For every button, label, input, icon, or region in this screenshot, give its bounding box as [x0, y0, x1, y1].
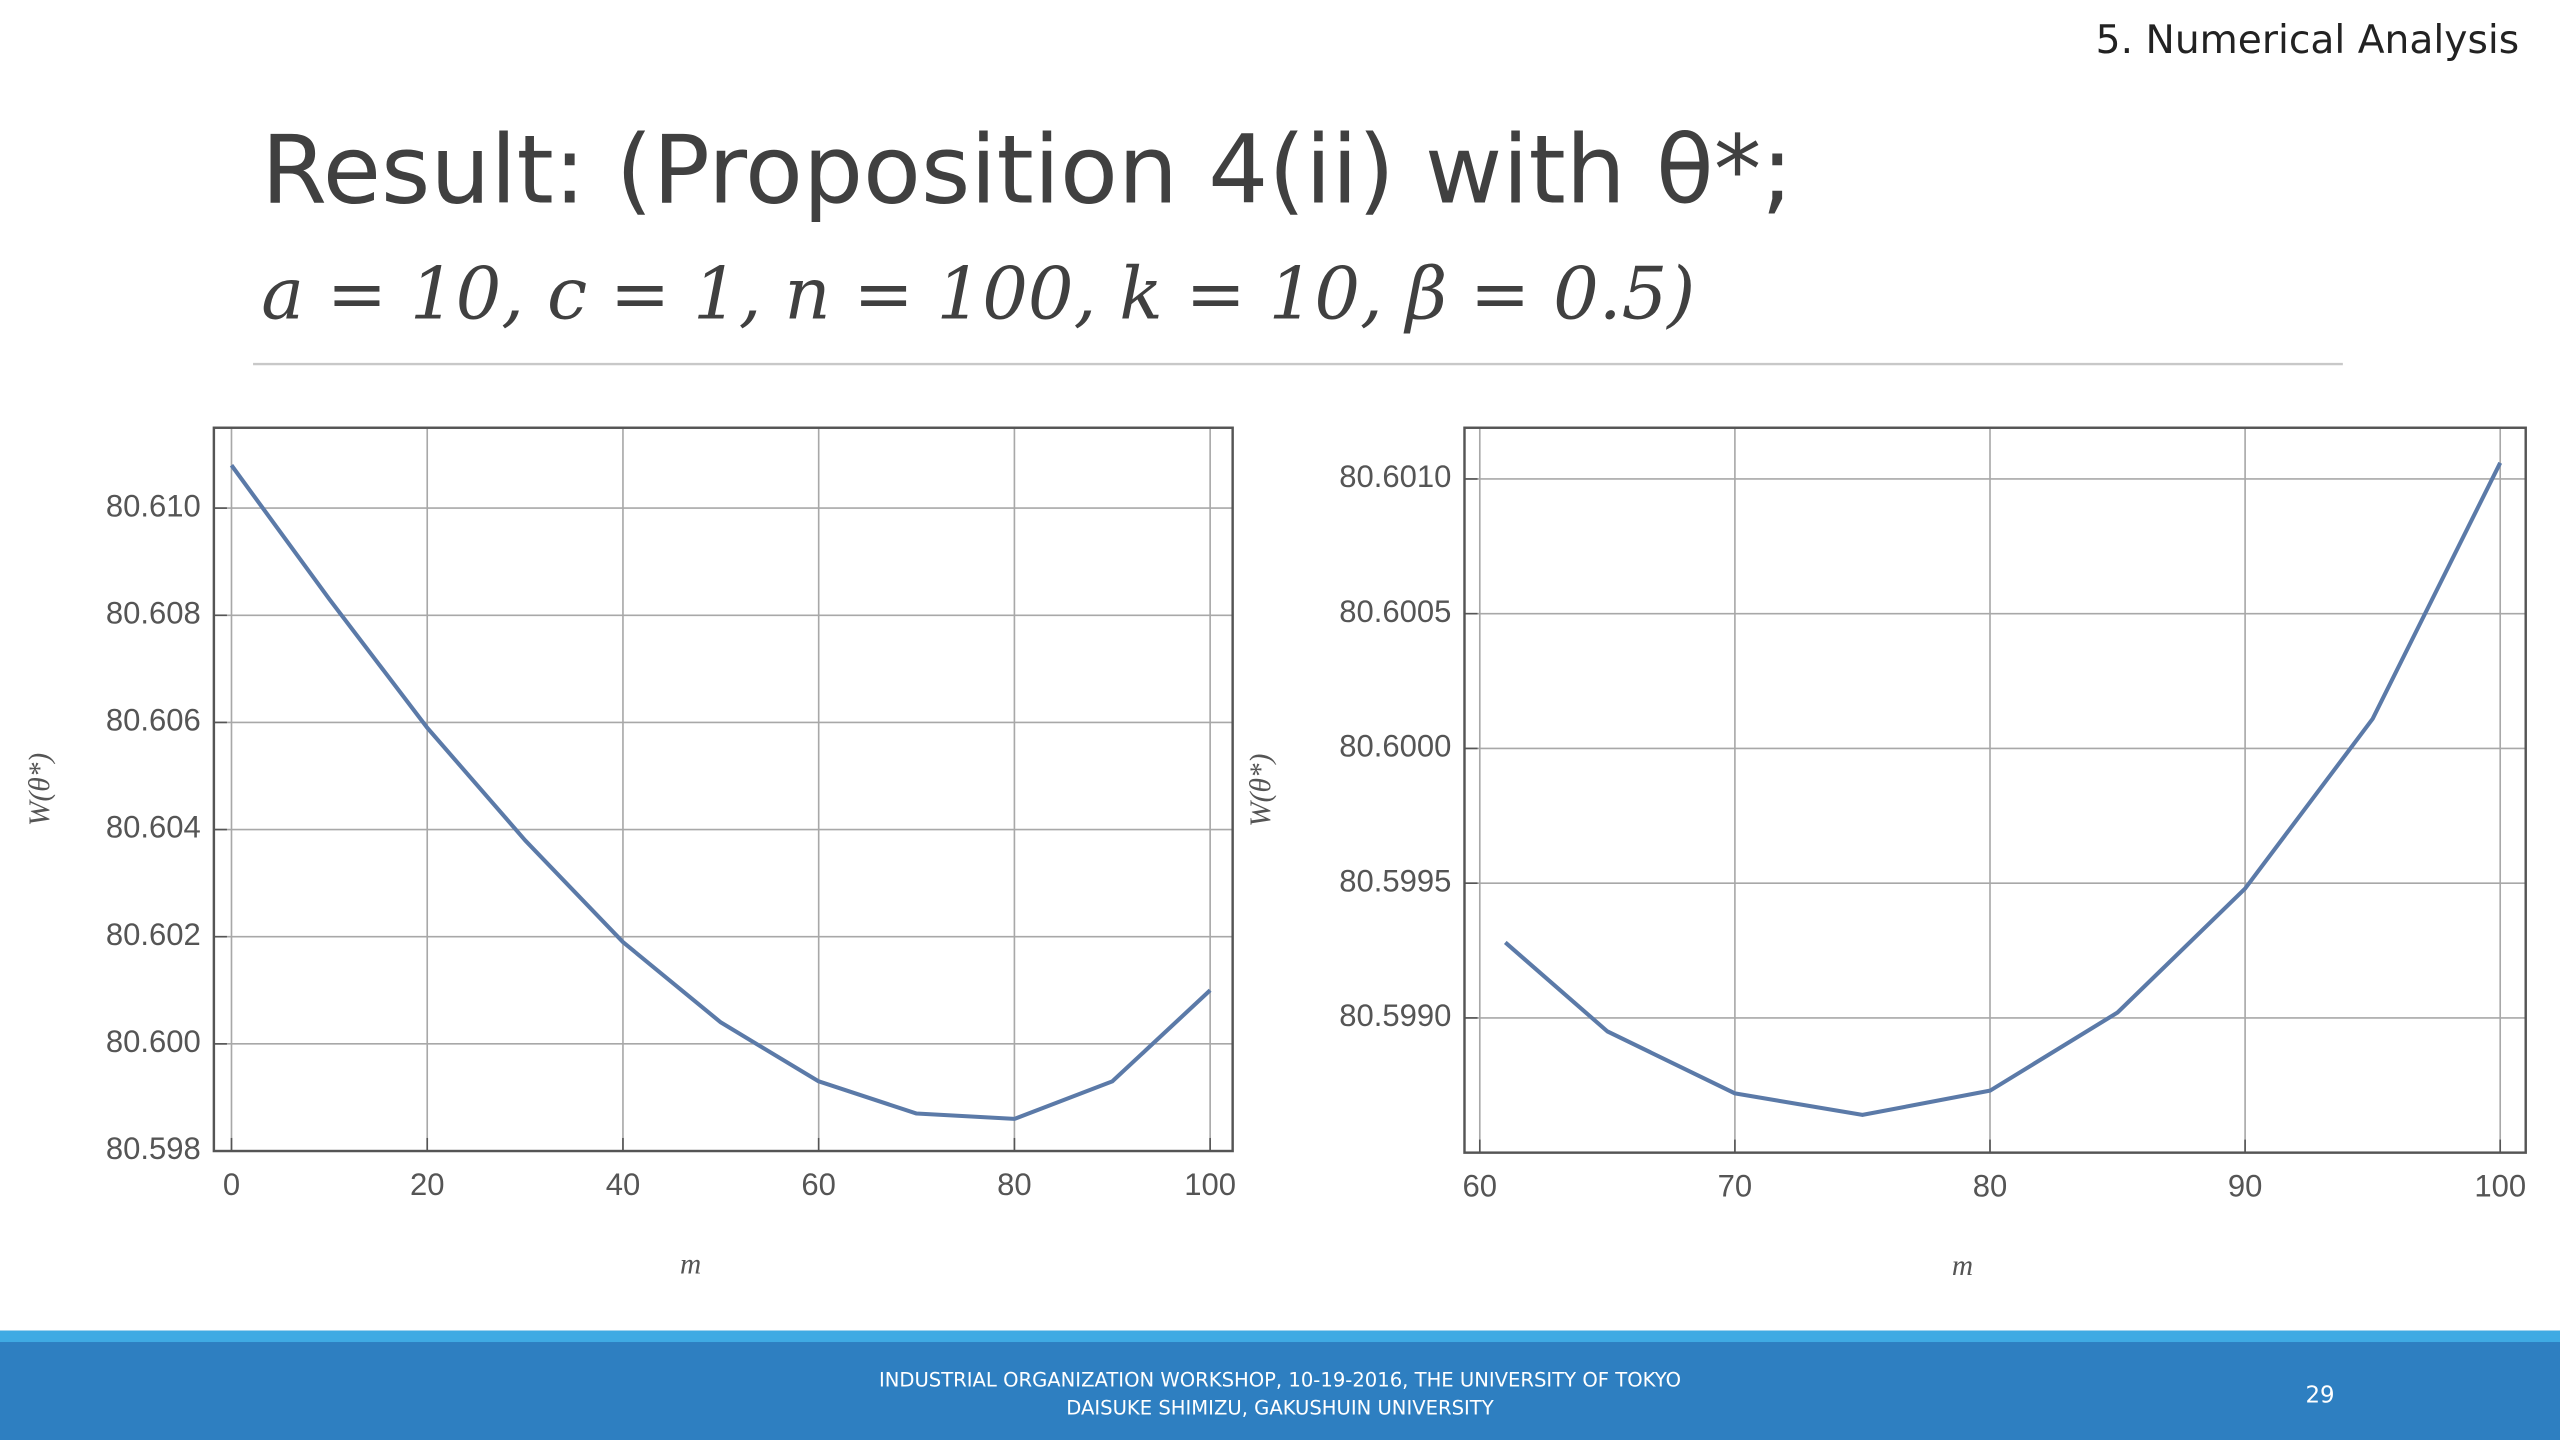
- y-tick-label: 80.598: [106, 1131, 201, 1166]
- y-tick-label: 80.6005: [1339, 594, 1451, 629]
- y-tick-label: 80.604: [106, 810, 201, 845]
- y-axis-label: W(θ*): [24, 753, 56, 826]
- y-tick-label: 80.600: [106, 1024, 201, 1059]
- plot-frame: [212, 426, 1234, 1153]
- chart: 80.598 80.600 80.602 80.604 80.606 80.608 80.6…: [24, 426, 1236, 1280]
- y-tick-label: 80.602: [106, 917, 201, 952]
- y-tick-label: 80.6000: [1339, 729, 1451, 764]
- x-tick-label: 90: [2228, 1169, 2262, 1204]
- y-tick-label: 80.608: [106, 595, 201, 630]
- slide-subtitle: a = 10, c = 1, n = 100, k = 10, β = 0.5): [261, 251, 1695, 335]
- footer-line: INDUSTRIAL ORGANIZATION WORKSHOP, 10-19-…: [879, 1369, 1681, 1392]
- x-tick-label: 60: [1463, 1169, 1498, 1204]
- x-axis-label: m: [1952, 1250, 1973, 1282]
- x-tick-label: 100: [2474, 1169, 2526, 1204]
- x-tick-label: 60: [801, 1167, 835, 1202]
- x-tick-label: 100: [1184, 1167, 1236, 1202]
- y-tick-label: 80.5990: [1339, 998, 1451, 1033]
- y-axis-label: W(θ*): [1245, 754, 1277, 827]
- data-line: [229, 464, 1212, 1121]
- data-line: [1503, 461, 2503, 1117]
- section-header: 5. Numerical Analysis: [2096, 18, 2519, 63]
- footer-stripe: [0, 1330, 2560, 1343]
- x-tick-label: 80: [997, 1167, 1031, 1202]
- chart: 80.5990 80.5995 80.6000 80.6005 80.6010 60 70 8…: [1245, 426, 2527, 1282]
- y-tick-label: 80.6010: [1339, 459, 1451, 494]
- plot-frame: [1463, 426, 2527, 1154]
- footer-line: DAISUKE SHIMIZU, GAKUSHUIN UNIVERSITY: [1066, 1396, 1493, 1419]
- y-tick-label: 80.610: [106, 488, 201, 523]
- x-tick-label: 20: [410, 1167, 444, 1202]
- page-number: 29: [2305, 1382, 2334, 1408]
- x-tick-label: 0: [223, 1167, 240, 1202]
- slide-title: Result: (Proposition 4(ii) with θ*;: [261, 115, 1793, 225]
- y-tick-label: 80.5995: [1339, 863, 1451, 898]
- x-tick-label: 70: [1718, 1169, 1753, 1204]
- x-tick-label: 40: [606, 1167, 641, 1202]
- x-axis-label: m: [680, 1248, 701, 1280]
- footer-bar: [0, 1330, 2560, 1440]
- y-tick-label: 80.606: [106, 703, 201, 738]
- x-tick-label: 80: [1973, 1169, 2008, 1204]
